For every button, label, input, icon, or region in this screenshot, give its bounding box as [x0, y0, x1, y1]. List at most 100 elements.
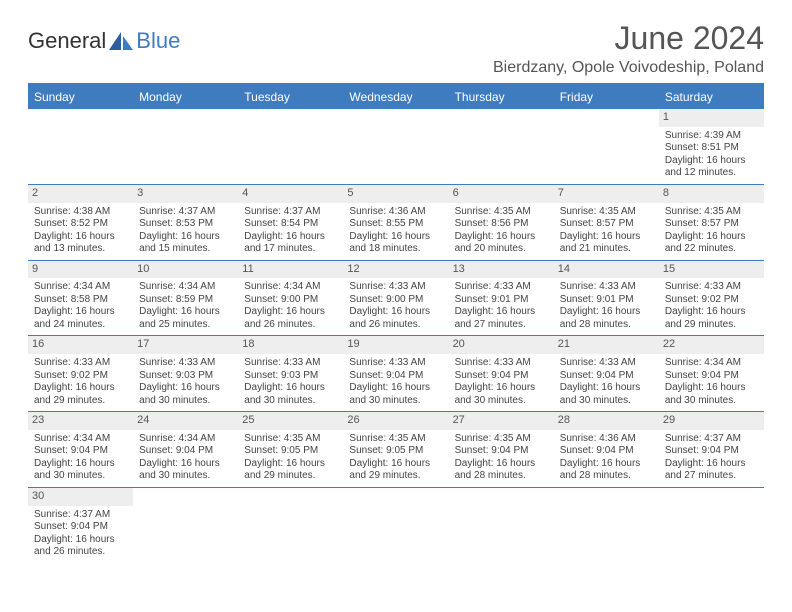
day-cell: 22Sunrise: 4:34 AMSunset: 9:04 PMDayligh… [659, 336, 764, 411]
day-info-line: Sunrise: 4:35 AM [349, 433, 442, 446]
day-cell: 30Sunrise: 4:37 AMSunset: 9:04 PMDayligh… [28, 488, 133, 563]
day-cell: 29Sunrise: 4:37 AMSunset: 9:04 PMDayligh… [659, 412, 764, 487]
weeks-container: 1Sunrise: 4:39 AMSunset: 8:51 PMDaylight… [28, 109, 764, 563]
day-number: 3 [133, 185, 238, 203]
day-info-line: Sunrise: 4:34 AM [244, 281, 337, 294]
day-info-line: Sunrise: 4:35 AM [455, 206, 548, 219]
day-info-line: Sunset: 9:01 PM [455, 294, 548, 307]
day-info-line: and 24 minutes. [34, 319, 127, 332]
logo: General Blue [28, 28, 180, 54]
day-number: 10 [133, 261, 238, 279]
empty-cell [28, 109, 133, 184]
day-info-line: and 25 minutes. [139, 319, 232, 332]
day-number: 29 [659, 412, 764, 430]
day-header-cell: Saturday [659, 85, 764, 109]
week-row: 2 Sunrise: 4:38 AMSunset: 8:52 PM Daylight… [28, 185, 764, 261]
day-cell: 12Sunrise: 4:33 AMSunset: 9:00 PMDayligh… [343, 261, 448, 336]
day-cell: 5Sunrise: 4:36 AMSunset: 8:55 PMDaylight… [343, 185, 448, 260]
day-info-line: Sunset: 9:04 PM [34, 445, 127, 458]
day-info-line: Sunrise: 4:35 AM [244, 433, 337, 446]
day-cell: 20Sunrise: 4:33 AMSunset: 9:04 PMDayligh… [449, 336, 554, 411]
calendar: SundayMondayTuesdayWednesdayThursdayFrid… [28, 83, 764, 563]
page-header: General Blue June 2024 Bierdzany, Opole … [28, 20, 764, 77]
day-info-line: Sunrise: 4:34 AM [139, 281, 232, 294]
week-row: 23Sunrise: 4:34 AMSunset: 9:04 PMDayligh… [28, 412, 764, 488]
day-info-line: Daylight: 16 hours [139, 382, 232, 395]
day-info-line: Sunrise: 4:35 AM [665, 206, 758, 219]
day-info-line: Daylight: 16 hours [665, 382, 758, 395]
day-info-line: Daylight: 16 hours [560, 306, 653, 319]
day-header-cell: Friday [554, 85, 659, 109]
day-number: 1 [659, 109, 764, 127]
day-info-line: and 18 minutes. [349, 243, 442, 256]
day-info-line: and 29 minutes. [34, 395, 127, 408]
day-info-line: and 30 minutes. [34, 470, 127, 483]
day-info-line: Daylight: 16 hours [665, 155, 758, 168]
day-cell: 16Sunrise: 4:33 AMSunset: 9:02 PMDayligh… [28, 336, 133, 411]
day-info-line: Daylight: 16 hours [349, 231, 442, 244]
day-info-line: Daylight: 16 hours [244, 382, 337, 395]
day-info-line: Daylight: 16 hours [34, 458, 127, 471]
day-info-line: and 17 minutes. [244, 243, 337, 256]
day-info-line: Daylight: 16 hours [34, 382, 127, 395]
day-info-line: Sunset: 8:57 PM [665, 218, 758, 231]
day-info-line: Sunset: 9:05 PM [349, 445, 442, 458]
day-info-line: Sunrise: 4:33 AM [34, 357, 127, 370]
day-info-line: Sunset: 8:52 PM [34, 218, 127, 231]
day-info-line: Sunset: 8:58 PM [34, 294, 127, 307]
day-info-line: Sunrise: 4:33 AM [349, 357, 442, 370]
day-info-line: Daylight: 16 hours [665, 231, 758, 244]
day-header-cell: Monday [133, 85, 238, 109]
day-number: 26 [343, 412, 448, 430]
day-info-line: Sunset: 8:55 PM [349, 218, 442, 231]
day-info-line: Daylight: 16 hours [349, 306, 442, 319]
day-info-line: and 30 minutes. [139, 395, 232, 408]
day-cell: 26Sunrise: 4:35 AMSunset: 9:05 PMDayligh… [343, 412, 448, 487]
day-cell: 7Sunrise: 4:35 AMSunset: 8:57 PMDaylight… [554, 185, 659, 260]
day-info-line: Sunset: 8:54 PM [244, 218, 337, 231]
day-info-line: Sunrise: 4:36 AM [560, 433, 653, 446]
week-row: 16Sunrise: 4:33 AMSunset: 9:02 PMDayligh… [28, 336, 764, 412]
day-header-cell: Tuesday [238, 85, 343, 109]
empty-cell [449, 488, 554, 563]
week-row: 1Sunrise: 4:39 AMSunset: 8:51 PMDaylight… [28, 109, 764, 185]
day-header-cell: Thursday [449, 85, 554, 109]
day-info-line: Sunset: 9:04 PM [560, 445, 653, 458]
day-info-line: Daylight: 16 hours [244, 458, 337, 471]
day-info-line: Sunrise: 4:33 AM [560, 357, 653, 370]
day-info-line: and 29 minutes. [665, 319, 758, 332]
day-cell: 4Sunrise: 4:37 AMSunset: 8:54 PMDaylight… [238, 185, 343, 260]
day-info-line: Daylight: 16 hours [560, 382, 653, 395]
day-info-line: and 13 minutes. [34, 243, 127, 256]
day-cell: 25Sunrise: 4:35 AMSunset: 9:05 PMDayligh… [238, 412, 343, 487]
day-cell: 28Sunrise: 4:36 AMSunset: 9:04 PMDayligh… [554, 412, 659, 487]
day-info-line: Daylight: 16 hours [560, 458, 653, 471]
day-number: 6 [449, 185, 554, 203]
day-cell: 24Sunrise: 4:34 AMSunset: 9:04 PMDayligh… [133, 412, 238, 487]
day-info-line: and 30 minutes. [560, 395, 653, 408]
day-cell: 2Sunrise: 4:38 AMSunset: 8:52 PMDaylight… [28, 185, 133, 260]
day-number: 9 [28, 261, 133, 279]
day-cell: 6Sunrise: 4:35 AMSunset: 8:56 PMDaylight… [449, 185, 554, 260]
day-number: 20 [449, 336, 554, 354]
day-info-line: Sunrise: 4:33 AM [244, 357, 337, 370]
empty-cell [343, 488, 448, 563]
day-number: 27 [449, 412, 554, 430]
day-info-line: Sunrise: 4:38 AM [34, 206, 127, 219]
day-info-line: and 30 minutes. [139, 470, 232, 483]
day-info-line: and 29 minutes. [244, 470, 337, 483]
day-info-line: Sunset: 8:51 PM [665, 142, 758, 155]
day-header-row: SundayMondayTuesdayWednesdayThursdayFrid… [28, 85, 764, 109]
day-info-line: and 27 minutes. [455, 319, 548, 332]
day-info-line: Sunset: 9:04 PM [560, 370, 653, 383]
day-info-line: Sunset: 9:04 PM [349, 370, 442, 383]
day-info-line: and 22 minutes. [665, 243, 758, 256]
day-number: 2 [28, 185, 133, 203]
day-cell: 3Sunrise: 4:37 AMSunset: 8:53 PMDaylight… [133, 185, 238, 260]
day-cell: 10Sunrise: 4:34 AMSunset: 8:59 PMDayligh… [133, 261, 238, 336]
day-info-line: and 26 minutes. [34, 546, 127, 559]
day-info-line: Daylight: 16 hours [455, 382, 548, 395]
day-info-line: and 30 minutes. [244, 395, 337, 408]
day-info-line: and 21 minutes. [560, 243, 653, 256]
day-info-line: Sunset: 9:00 PM [244, 294, 337, 307]
